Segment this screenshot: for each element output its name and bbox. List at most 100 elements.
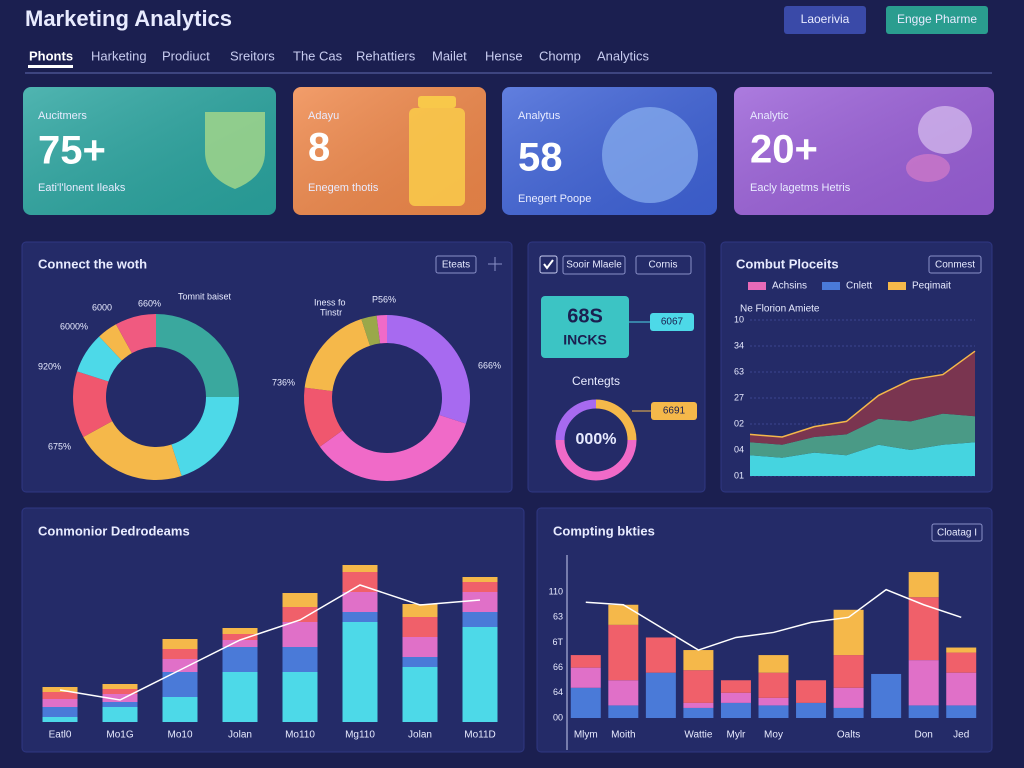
card-icon	[205, 112, 265, 189]
chart-button[interactable]	[435, 255, 477, 274]
bar-segment	[871, 673, 902, 718]
card-label: Adayu	[308, 110, 339, 122]
header-button[interactable]	[886, 6, 988, 34]
bar-segment	[758, 655, 789, 673]
card-icon	[918, 106, 972, 154]
widget-button[interactable]	[562, 255, 626, 275]
nav-tab[interactable]: Harketing	[91, 48, 147, 63]
stat-label: INCKS	[563, 332, 607, 348]
bar-segment	[645, 637, 676, 673]
bar-segment	[462, 627, 498, 722]
widget-button-label[interactable]: Cornis	[649, 260, 678, 271]
legend-label: Cnlett	[846, 281, 872, 292]
tag-label: 6067	[661, 317, 684, 328]
nav-tab[interactable]: Hense	[485, 48, 523, 63]
bar-segment	[342, 622, 378, 722]
header-button[interactable]	[784, 6, 866, 34]
bar-segment	[102, 707, 138, 722]
card-value: 58	[518, 136, 563, 180]
bar-segment	[758, 705, 789, 718]
bar-segment	[282, 647, 318, 672]
bar-segment	[102, 702, 138, 707]
card-icon	[906, 154, 950, 182]
checkbox-label[interactable]: Sooir Mlaele	[566, 260, 622, 271]
bar-segment	[102, 684, 138, 689]
legend-label: Achsins	[772, 281, 807, 292]
x-tick-label: Don	[915, 730, 933, 741]
bar-segment	[42, 687, 78, 692]
ring-segment	[555, 399, 597, 441]
bar-segment	[570, 655, 601, 668]
donut-segment	[72, 371, 113, 437]
chart-button-label[interactable]: Conmest	[935, 260, 975, 271]
bar-segment	[720, 692, 751, 703]
x-tick-label: Moy	[764, 730, 783, 741]
nav-tab[interactable]: Prodiuct	[162, 48, 210, 63]
donut-segment	[304, 319, 370, 392]
donut-label: Tomnit baiset	[178, 291, 232, 301]
y-tick-label: 01	[734, 470, 744, 480]
x-tick-label: Mo110	[285, 730, 315, 741]
donut-label: 6000%	[60, 321, 88, 331]
nav-tab[interactable]: Rehattiers	[356, 48, 416, 63]
header-button-label[interactable]: Engge Pharme	[897, 12, 977, 26]
stat-box	[541, 296, 629, 358]
bar-segment	[162, 659, 198, 672]
bar-segment	[222, 640, 258, 647]
bar-segment	[946, 652, 977, 673]
bar-segment	[402, 657, 438, 667]
card-icon	[409, 108, 465, 206]
bar-segment	[758, 697, 789, 706]
chart-button[interactable]	[931, 523, 983, 542]
legend-swatch	[748, 282, 766, 290]
x-tick-label: Jolan	[408, 730, 432, 741]
legend-label: Peqimait	[912, 281, 951, 292]
nav-tab[interactable]: The Cas	[293, 48, 343, 63]
bar-segment	[342, 565, 378, 572]
checkbox[interactable]	[539, 255, 558, 274]
bar-segment	[402, 637, 438, 657]
chart-button-label[interactable]: Cloatag I	[937, 528, 977, 539]
widget-button[interactable]	[635, 255, 692, 275]
chart-button-label[interactable]: Eteats	[442, 260, 470, 271]
nav-tab[interactable]: Phonts	[29, 48, 73, 63]
bar-segment	[402, 667, 438, 722]
x-tick-label: Jolan	[228, 730, 252, 741]
chart-title: Connect the woth	[38, 256, 147, 271]
nav-tab[interactable]: Analytics	[597, 48, 650, 63]
donut-segment	[361, 315, 381, 346]
bar-segment	[833, 687, 864, 708]
chart-button[interactable]	[928, 255, 982, 274]
trend-line	[585, 588, 962, 651]
bar-segment	[570, 687, 601, 718]
bar-segment	[683, 650, 714, 671]
ring-segment	[555, 439, 637, 481]
panel	[527, 241, 706, 493]
bar-segment	[102, 689, 138, 694]
donut-label: 6000	[92, 302, 112, 312]
y-tick-label: 00	[553, 712, 563, 722]
nav-tab[interactable]: Mailet	[432, 48, 467, 63]
nav-tab[interactable]: Sreitors	[230, 48, 275, 63]
tag	[650, 313, 694, 331]
bar-segment	[720, 680, 751, 693]
legend-swatch	[888, 282, 906, 290]
bar-segment	[402, 604, 438, 617]
bar-segment	[908, 572, 939, 598]
card-label: Analytic	[750, 110, 789, 122]
bar-segment	[683, 702, 714, 708]
card-caption: Enegert Poope	[518, 193, 591, 205]
x-tick-label: Mg110	[345, 730, 375, 741]
area	[750, 413, 975, 458]
donut-label: Tinstr	[320, 307, 342, 317]
bar-segment	[282, 622, 318, 647]
y-tick-label: 02	[734, 418, 744, 428]
header-button-label[interactable]: Laoerivia	[801, 12, 850, 26]
chart-subtitle: Ne Florion Amiete	[740, 304, 820, 315]
panel	[21, 507, 525, 753]
x-tick-label: Mlym	[574, 730, 598, 741]
bar-segment	[102, 694, 138, 702]
bar-segment	[42, 699, 78, 707]
nav-tab[interactable]: Chomp	[539, 48, 581, 63]
